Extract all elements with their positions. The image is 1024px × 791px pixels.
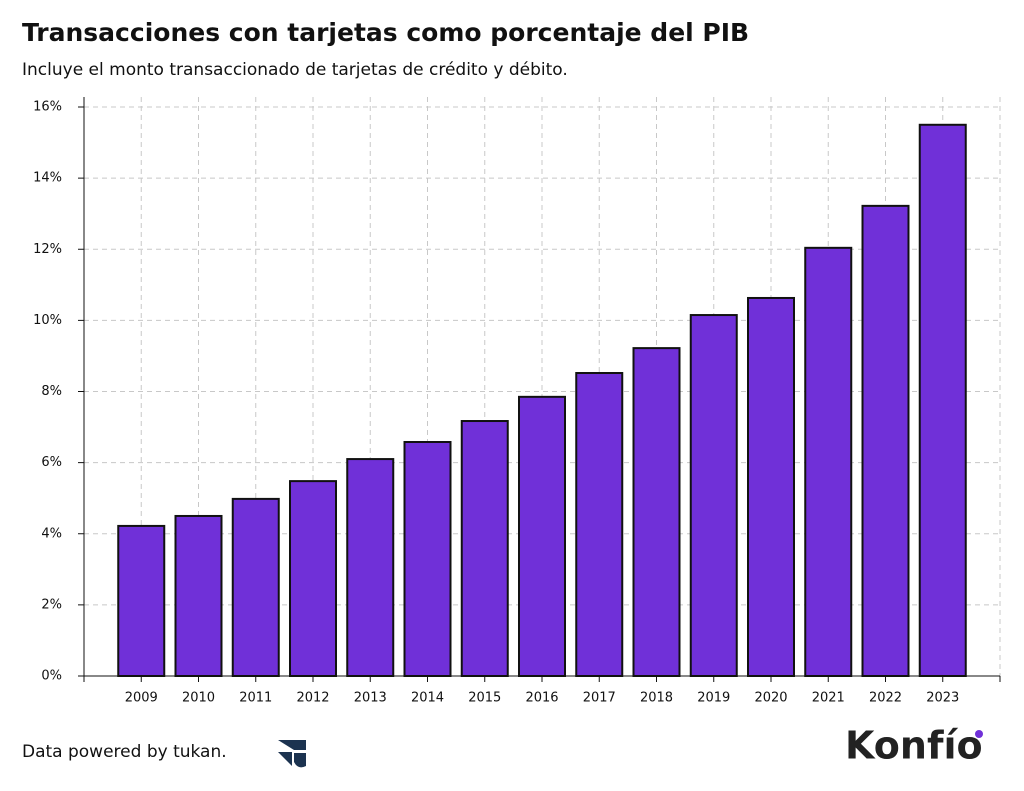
bar — [174, 514, 223, 677]
x-tick-label: 2009 — [125, 691, 158, 706]
x-tick-label: 2016 — [525, 691, 558, 706]
y-tick-label: 12% — [33, 242, 62, 257]
x-tick-label: 2010 — [182, 691, 215, 706]
chart-subtitle: Incluye el monto transaccionado de tarje… — [22, 60, 568, 80]
x-tick-label: 2011 — [239, 691, 272, 706]
bar — [861, 204, 910, 678]
footer-credit: Data powered by tukan. — [22, 742, 227, 762]
x-tick-label: 2018 — [640, 691, 673, 706]
brand-logo: Konfío — [845, 724, 983, 768]
bar — [518, 395, 566, 677]
y-tick-label: 10% — [33, 313, 62, 328]
bar — [804, 246, 853, 677]
bar — [460, 420, 509, 677]
x-tick-label: 2017 — [583, 691, 616, 706]
bar — [289, 480, 337, 677]
bar — [575, 372, 624, 677]
chart-title: Transacciones con tarjetas como porcenta… — [22, 18, 749, 47]
y-tick-label: 14% — [33, 171, 62, 186]
bar — [689, 314, 738, 677]
brand-dot — [975, 730, 983, 738]
y-tick-label: 2% — [41, 597, 62, 612]
x-tick-label: 2014 — [411, 691, 444, 706]
x-tick-label: 2021 — [812, 691, 845, 706]
bar — [632, 347, 681, 677]
tukan-logo — [278, 740, 306, 768]
y-tick-label: 6% — [41, 455, 62, 470]
y-tick-label: 8% — [41, 384, 62, 399]
y-tick-label: 4% — [41, 526, 62, 541]
plot-area: 0% 2% 4% 6% 8% 10% 12% 14% 16% 2009 2010 2011 2012 20… — [33, 97, 1001, 706]
bar — [117, 524, 166, 678]
bar — [346, 458, 395, 677]
y-tick-label: 16% — [33, 100, 62, 115]
bar — [918, 123, 967, 677]
x-tick-label: 2019 — [697, 691, 730, 706]
bar — [403, 440, 452, 677]
x-tick-label: 2013 — [354, 691, 387, 706]
x-tick-label: 2015 — [468, 691, 501, 706]
y-tick-label: 0% — [41, 669, 62, 684]
x-tick-label: 2012 — [296, 691, 329, 706]
x-tick-label: 2020 — [754, 691, 787, 706]
bar — [747, 296, 795, 677]
x-tick-label: 2023 — [926, 691, 959, 706]
bar — [231, 497, 280, 677]
x-tick-label: 2022 — [869, 691, 902, 706]
